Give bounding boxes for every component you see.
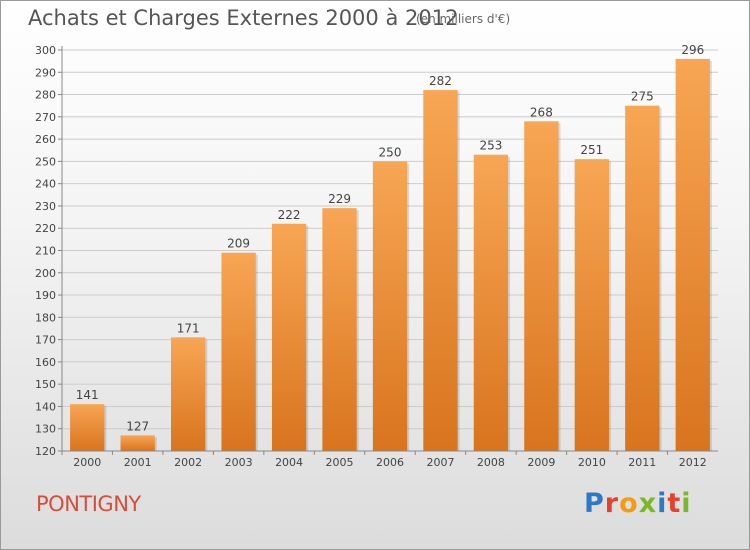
proxiti-logo[interactable]: Proxiti (584, 488, 692, 519)
chart-subtitle: (en milliers d'€) (416, 12, 511, 26)
bar (372, 161, 408, 451)
y-tick-label: 220 (35, 222, 56, 235)
y-tick-label: 250 (35, 155, 56, 168)
bar-value-label: 209 (227, 237, 250, 251)
y-tick-label: 300 (35, 44, 56, 57)
bar (322, 208, 357, 451)
logo-letter: P (584, 488, 605, 519)
bar-value-label: 127 (126, 419, 149, 433)
x-tick-label: 2006 (376, 456, 404, 469)
y-tick-label: 140 (35, 400, 56, 413)
x-tick-label: 2011 (628, 456, 656, 469)
y-tick-label: 120 (35, 445, 56, 458)
logo-letter: r (604, 488, 620, 519)
bar-value-label: 268 (530, 105, 553, 119)
bar (423, 90, 458, 451)
x-tick-label: 2005 (326, 456, 354, 469)
chart-title: Achats et Charges Externes 2000 à 2012 (28, 6, 459, 30)
bar-value-label: 250 (379, 145, 402, 159)
y-axis-ticks: 120 130 140 150 160 170 180 190 200 210 220 230 240 2… (35, 44, 62, 458)
bar-value-label: 229 (328, 192, 351, 206)
x-tick-label: 2003 (225, 456, 253, 469)
x-axis-ticks: 2000 2001 2002 2003 2004 2005 2006 2007 2008 2009… (61, 451, 707, 469)
bars: 141 127 171 209 222 229 250 282 253 268 251 275 296 (70, 43, 712, 452)
bar (271, 223, 307, 451)
bar-value-label: 171 (177, 321, 200, 335)
bar (675, 58, 710, 452)
y-tick-label: 230 (35, 200, 56, 213)
bar (574, 159, 610, 451)
bar-value-label: 253 (479, 139, 502, 153)
x-tick-label: 2007 (426, 456, 454, 469)
bar-value-label: 141 (76, 388, 99, 402)
bar (524, 121, 559, 452)
y-tick-label: 240 (35, 178, 56, 191)
x-tick-label: 2000 (73, 456, 101, 469)
x-tick-label: 2010 (578, 456, 606, 469)
y-tick-label: 180 (35, 311, 56, 324)
y-tick-label: 270 (35, 111, 56, 124)
x-tick-label: 2009 (527, 456, 555, 469)
y-tick-label: 160 (35, 356, 56, 369)
y-tick-label: 210 (35, 245, 56, 258)
x-tick-label: 2008 (477, 456, 505, 469)
bar-value-label: 222 (278, 208, 301, 222)
y-tick-label: 260 (35, 133, 56, 146)
x-tick-label: 2004 (275, 456, 303, 469)
logo-letter: t (667, 488, 682, 519)
bar (170, 337, 206, 451)
x-tick-label: 2002 (174, 456, 202, 469)
x-tick-label: 2012 (679, 456, 707, 469)
bar-value-label: 282 (429, 74, 452, 88)
logo-letter: i (681, 488, 692, 519)
commune-name: PONTIGNY (36, 492, 141, 516)
y-tick-label: 150 (35, 378, 56, 391)
y-tick-label: 130 (35, 423, 56, 436)
y-tick-label: 170 (35, 334, 56, 347)
bar (473, 154, 509, 451)
bar-value-label: 251 (580, 143, 603, 157)
bar (221, 252, 256, 451)
y-tick-label: 200 (35, 267, 56, 280)
x-tick-label: 2001 (124, 456, 152, 469)
bar (70, 404, 105, 451)
y-tick-label: 190 (35, 289, 56, 302)
logo-letter: o (619, 488, 639, 519)
bar-value-label: 275 (631, 90, 654, 104)
bar (120, 435, 155, 451)
y-tick-label: 280 (35, 89, 56, 102)
axes (61, 46, 718, 452)
y-tick-label: 290 (35, 66, 56, 79)
logo-letter: i (657, 488, 668, 519)
logo-letter: x (638, 488, 658, 519)
bar (625, 105, 660, 451)
bar-value-label: 296 (681, 43, 704, 57)
